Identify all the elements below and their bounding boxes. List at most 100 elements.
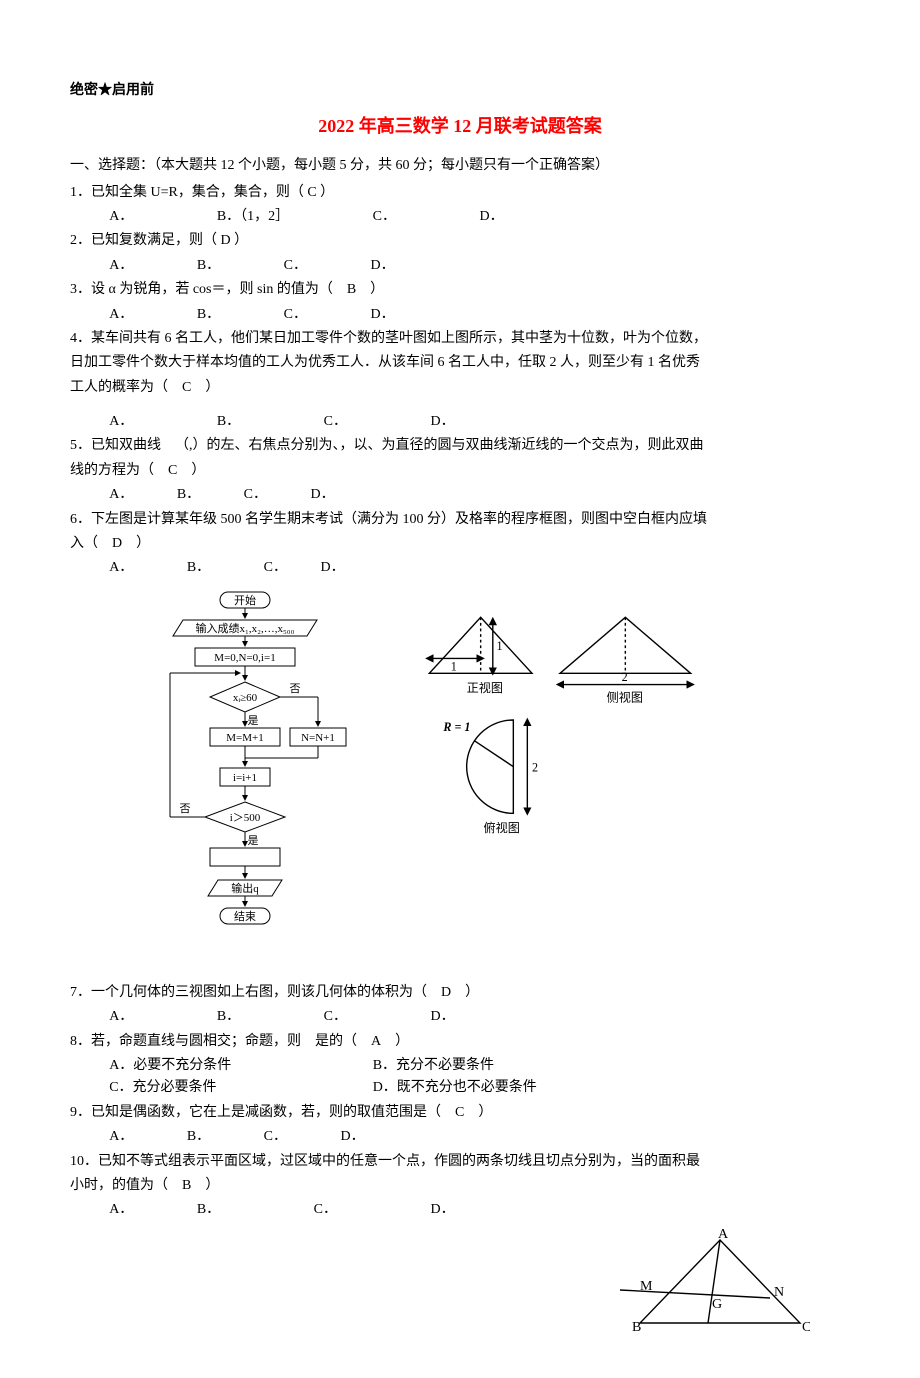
q4-options: A． B． C． D． — [70, 411, 850, 433]
q1-D: D． — [480, 206, 504, 228]
q10-A: A． — [109, 1199, 133, 1221]
q6-B: B． — [187, 557, 210, 579]
q4-l2: 日加工零件个数大于样本均值的工人为优秀工人．从该车间 6 名工人中，任取 2 人… — [70, 352, 850, 374]
q6-A: A． — [109, 557, 133, 579]
q2-A: A． — [109, 255, 133, 277]
q7-B: B． — [217, 1006, 240, 1028]
svg-text:M=0,N=0,i=1: M=0,N=0,i=1 — [214, 652, 275, 664]
q4-D: D． — [431, 411, 455, 433]
svg-text:B: B — [632, 1320, 641, 1335]
q8-B: B．充分不必要条件 — [373, 1055, 633, 1077]
svg-text:C: C — [802, 1320, 810, 1335]
q5-D: D． — [311, 484, 335, 506]
q3-A: A． — [109, 304, 133, 326]
three-views-svg: 1 1 正视图 2 侧视图 R = 1 2 俯视图 — [420, 590, 700, 850]
q10-l2: 小时，的值为（ B ） — [70, 1175, 850, 1197]
svg-text:M=M+1: M=M+1 — [226, 732, 263, 744]
svg-text:N=N+1: N=N+1 — [301, 732, 335, 744]
q8-options: A．必要不充分条件 B．充分不必要条件 C．充分必要条件 D．既不充分也不必要条… — [70, 1055, 850, 1100]
svg-text:开始: 开始 — [234, 593, 256, 607]
confidential-note: 绝密★启用前 — [70, 80, 850, 102]
svg-text:正视图: 正视图 — [467, 680, 503, 695]
q5-options: A． B． C． D． — [70, 484, 850, 506]
svg-text:2: 2 — [532, 760, 538, 774]
section1-heading: 一、选择题：（本大题共 12 个小题，每小题 5 分，共 60 分；每小题只有一… — [70, 155, 850, 177]
q2-C: C． — [284, 255, 307, 277]
q6-l2: 入（ D ） — [70, 533, 850, 555]
svg-text:xᵢ≥60: xᵢ≥60 — [233, 692, 258, 704]
q4-A: A． — [109, 411, 133, 433]
svg-text:结束: 结束 — [234, 910, 256, 923]
q7-stem: 7．一个几何体的三视图如上右图，则该几何体的体积为（ D ） — [70, 982, 850, 1004]
svg-text:是: 是 — [248, 714, 259, 727]
svg-text:1: 1 — [451, 659, 457, 673]
q8-D: D．既不充分也不必要条件 — [373, 1077, 633, 1099]
q7-C: C． — [324, 1006, 347, 1028]
svg-text:i=i+1: i=i+1 — [233, 772, 257, 784]
svg-text:1: 1 — [497, 639, 503, 653]
q1-stem: 1．已知全集 U=R，集合，集合，则（ C ） — [70, 182, 850, 204]
q10-D: D． — [431, 1199, 455, 1221]
svg-text:2: 2 — [622, 670, 628, 684]
q6-C: C． — [264, 557, 287, 579]
q2-D: D． — [371, 255, 395, 277]
q4-l1: 4．某车间共有 6 名工人，他们某日加工零件个数的茎叶图如上图所示，其中茎为十位… — [70, 328, 850, 350]
q6-options: A． B． C． D． — [70, 557, 850, 579]
q10-B: B． — [197, 1199, 220, 1221]
q7-A: A． — [109, 1006, 133, 1028]
svg-text:M: M — [640, 1279, 653, 1294]
q3-options: A． B． C． D． — [70, 304, 850, 326]
q3-C: C． — [284, 304, 307, 326]
q2-stem: 2．已知复数满足，则（ D ） — [70, 230, 850, 252]
svg-text:是: 是 — [248, 834, 259, 847]
svg-text:输入成绩x₁,x₂,…,x₅₀₀: 输入成绩x₁,x₂,…,x₅₀₀ — [196, 621, 295, 635]
q9-D: D． — [341, 1126, 365, 1148]
q9-B: B． — [187, 1126, 210, 1148]
svg-text:输出q: 输出q — [231, 881, 259, 895]
q8-C: C．充分必要条件 — [109, 1077, 369, 1099]
q2-options: A． B． C． D． — [70, 255, 850, 277]
q5-l2: 线的方程为（ C ） — [70, 460, 850, 482]
figure-row: 开始 输入成绩x₁,x₂,…,x₅₀₀ M=0,N=0,i=1 xᵢ≥60 否 … — [70, 590, 850, 930]
q2-B: B． — [197, 255, 220, 277]
q10-C: C． — [314, 1199, 337, 1221]
q9-C: C． — [264, 1126, 287, 1148]
q3-B: B． — [197, 304, 220, 326]
q4-l3: 工人的概率为（ C ） — [70, 377, 850, 399]
svg-text:R = 1: R = 1 — [442, 720, 470, 734]
svg-text:俯视图: 俯视图 — [483, 820, 519, 835]
svg-text:否: 否 — [180, 803, 191, 815]
flowchart-svg: 开始 输入成绩x₁,x₂,…,x₅₀₀ M=0,N=0,i=1 xᵢ≥60 否 … — [140, 590, 350, 930]
svg-text:否: 否 — [290, 683, 301, 695]
q1-options: A． B．（1，2］ C． D． — [70, 206, 850, 228]
q6-l1: 6．下左图是计算某年级 500 名学生期末考试（满分为 100 分）及格率的程序… — [70, 509, 850, 531]
q4-C: C． — [324, 411, 347, 433]
q7-options: A． B． C． D． — [70, 1006, 850, 1028]
q4-B: B． — [217, 411, 240, 433]
q9-stem: 9．已知是偶函数，它在上是减函数，若，则的取值范围是（ C ） — [70, 1102, 850, 1124]
q9-A: A． — [109, 1126, 133, 1148]
q8-stem: 8．若，命题直线与圆相交；命题，则 是的（ A ） — [70, 1031, 850, 1053]
svg-text:N: N — [774, 1285, 784, 1300]
q10-options: A． B． C． D． — [70, 1199, 850, 1221]
svg-text:i＞500: i＞500 — [230, 812, 261, 824]
svg-text:侧视图: 侧视图 — [607, 689, 643, 704]
q6-D: D． — [321, 557, 345, 579]
q3-D: D． — [371, 304, 395, 326]
q5-A: A． — [109, 484, 133, 506]
q9-options: A． B． C． D． — [70, 1126, 850, 1148]
svg-text:G: G — [712, 1297, 722, 1312]
q1-A: A． — [109, 206, 133, 228]
page-title: 2022 年高三数学 12 月联考试题答案 — [70, 112, 850, 141]
q10-l1: 10．已知不等式组表示平面区域，过区域中的任意一个点，作圆的两条切线且切点分别为… — [70, 1151, 850, 1173]
q3-stem: 3．设 α 为锐角，若 cos＝，则 sin 的值为（ B ） — [70, 279, 850, 301]
q5-l1: 5．已知双曲线 （,）的左、右焦点分别为、，以、为直径的圆与双曲线渐近线的一个交… — [70, 435, 850, 457]
q5-C: C． — [244, 484, 267, 506]
q1-C: C． — [373, 206, 396, 228]
q7-D: D． — [431, 1006, 455, 1028]
q5-B: B． — [177, 484, 200, 506]
svg-text:A: A — [718, 1228, 729, 1242]
q8-A: A．必要不充分条件 — [109, 1055, 369, 1077]
triangle-figure: A B C M N G — [620, 1228, 810, 1338]
q1-B: B．（1，2］ — [217, 206, 289, 228]
